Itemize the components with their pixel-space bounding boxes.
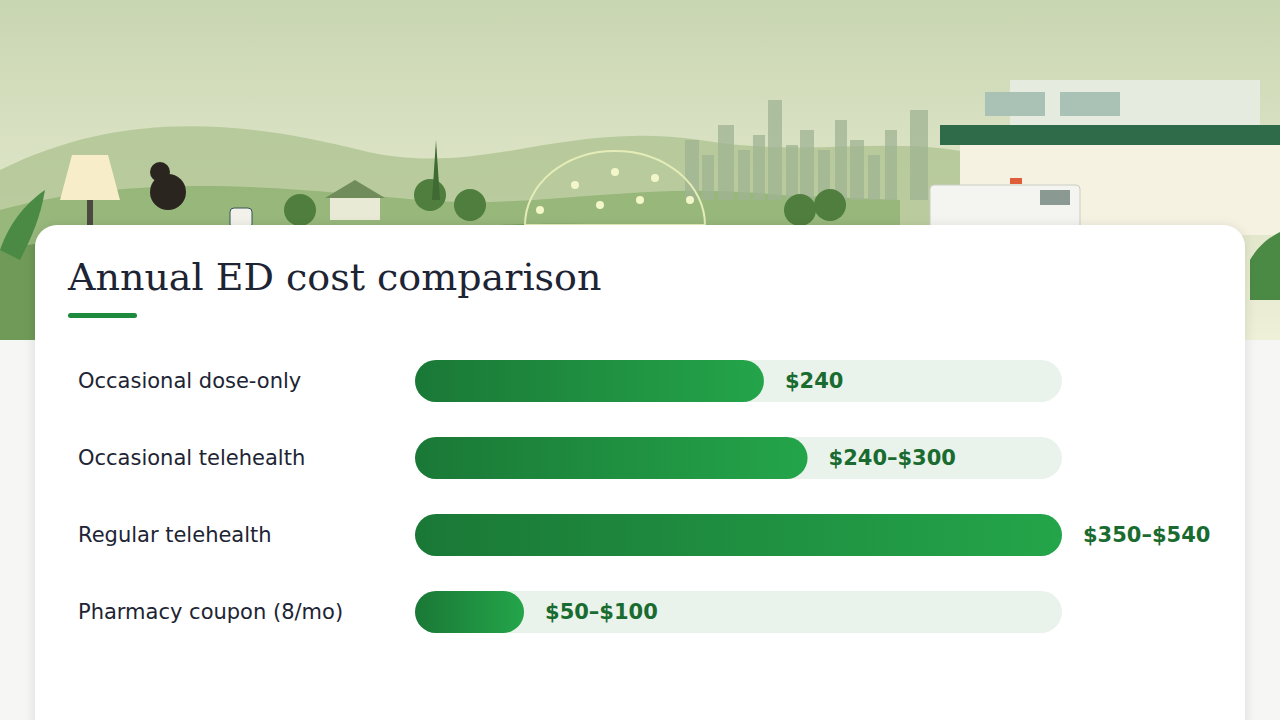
y-tick: Occasional telehealth [78, 446, 305, 470]
lamp-stand [87, 200, 93, 225]
data-label: $50–$100 [545, 600, 658, 624]
bar [415, 514, 1062, 556]
globe-node [651, 174, 659, 182]
globe-node [686, 196, 694, 204]
building [868, 155, 880, 200]
globe-node [611, 168, 619, 176]
chart-root: Annual ED cost comparison Occasional dose… [0, 0, 1280, 720]
globe-node [596, 201, 604, 209]
bar [415, 360, 764, 402]
ambulance-window [1040, 190, 1070, 205]
lamp-shade [60, 155, 120, 200]
data-label: $350–$540 [1083, 523, 1210, 547]
building [768, 100, 782, 200]
data-label: $240–$300 [829, 446, 956, 470]
hospital [930, 80, 1280, 235]
category-label: Occasional telehealth [78, 446, 305, 470]
tree [454, 189, 486, 221]
plant [1250, 232, 1280, 300]
globe-node [536, 206, 544, 214]
house-roof [325, 180, 385, 198]
tree [414, 179, 446, 211]
bar [415, 437, 808, 479]
building [718, 125, 734, 200]
building [800, 130, 814, 200]
building [850, 140, 864, 200]
globe-node [571, 181, 579, 189]
chart-svg: Annual ED cost comparison Occasional dose… [0, 0, 1280, 720]
bar [415, 591, 524, 633]
building [685, 140, 699, 200]
house [330, 196, 380, 220]
card [35, 225, 1245, 720]
tree [814, 189, 846, 221]
person-bun [150, 162, 170, 182]
bar-track [415, 437, 1062, 479]
ambulance [930, 185, 1080, 230]
tree [284, 194, 316, 226]
y-tick: Pharmacy coupon (8/mo) [78, 600, 343, 624]
globe [525, 151, 705, 225]
window [985, 92, 1045, 116]
building [738, 150, 750, 200]
tree [784, 194, 816, 226]
window [1060, 92, 1120, 116]
building [910, 110, 928, 200]
y-tick: Regular telehealth [78, 523, 272, 547]
globe-node [636, 196, 644, 204]
ambulance-light [1010, 178, 1022, 184]
bars [415, 360, 1062, 633]
category-label: Occasional dose-only [78, 369, 301, 393]
building [753, 135, 765, 200]
bar-track [415, 360, 1062, 402]
building [702, 155, 714, 200]
data-label: $240 [785, 369, 843, 393]
category-label: Regular telehealth [78, 523, 272, 547]
bar-track [415, 591, 1062, 633]
hospital-canopy [940, 125, 1280, 145]
building [786, 145, 798, 200]
building [835, 120, 847, 200]
skyline [685, 100, 928, 200]
category-label: Pharmacy coupon (8/mo) [78, 600, 343, 624]
bar-track [415, 514, 1062, 556]
chart-title: Annual ED cost comparison [67, 255, 601, 299]
title-underline [68, 313, 137, 318]
building [885, 130, 897, 200]
y-axis: Occasional dose-only Occasional telehealt… [78, 369, 343, 624]
cypress [432, 140, 440, 200]
data-labels: $240 $240–$300 $350–$540 $50–$100 [545, 369, 1210, 624]
tracks [415, 360, 1062, 633]
y-tick: Occasional dose-only [78, 369, 301, 393]
